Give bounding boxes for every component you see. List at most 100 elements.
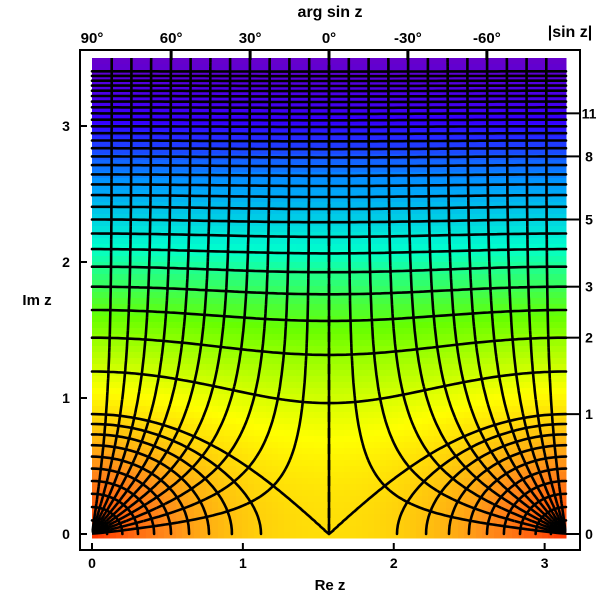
fill-cell xyxy=(554,118,561,125)
fill-cell xyxy=(302,112,309,119)
fill-cell xyxy=(284,178,291,185)
fill-cell xyxy=(458,106,465,113)
fill-cell xyxy=(314,328,321,335)
fill-cell xyxy=(368,418,375,425)
fill-cell xyxy=(476,160,483,167)
fill-cell xyxy=(224,304,231,311)
fill-cell xyxy=(446,370,453,377)
fill-cell xyxy=(218,352,225,359)
fill-cell xyxy=(338,370,345,377)
fill-cell xyxy=(110,178,117,185)
fill-cell xyxy=(392,136,399,143)
fill-cell xyxy=(212,334,219,341)
fill-cell xyxy=(380,142,387,149)
fill-cell xyxy=(278,232,285,239)
fill-cell xyxy=(554,76,561,83)
fill-cell xyxy=(212,160,219,167)
fill-cell xyxy=(410,160,417,167)
fill-cell xyxy=(530,208,537,215)
fill-cell xyxy=(482,100,489,107)
fill-cell xyxy=(224,112,231,119)
fill-cell xyxy=(260,112,267,119)
fill-cell xyxy=(392,202,399,209)
fill-cell xyxy=(194,358,201,365)
fill-cell xyxy=(524,346,531,353)
fill-cell xyxy=(410,202,417,209)
fill-cell xyxy=(350,406,357,413)
fill-cell xyxy=(212,358,219,365)
fill-cell xyxy=(488,346,495,353)
fill-cell xyxy=(416,370,423,377)
fill-cell xyxy=(134,340,141,347)
fill-cell xyxy=(494,136,501,143)
fill-cell xyxy=(146,76,153,83)
fill-cell xyxy=(218,214,225,221)
fill-cell xyxy=(524,316,531,323)
fill-cell xyxy=(296,370,303,377)
fill-cell xyxy=(428,148,435,155)
fill-cell xyxy=(164,358,171,365)
fill-cell xyxy=(152,166,159,173)
fill-cell xyxy=(242,136,249,143)
fill-cell xyxy=(338,238,345,245)
fill-cell xyxy=(452,424,459,431)
fill-cell xyxy=(158,106,165,113)
fill-cell xyxy=(380,244,387,251)
fill-cell xyxy=(386,310,393,317)
fill-cell xyxy=(416,412,423,419)
fill-cell xyxy=(266,406,273,413)
fill-cell xyxy=(236,340,243,347)
fill-cell xyxy=(242,256,249,263)
fill-cell xyxy=(440,406,447,413)
fill-cell xyxy=(368,388,375,395)
fill-cell xyxy=(284,328,291,335)
fill-cell xyxy=(146,322,153,329)
fill-cell xyxy=(92,292,99,299)
fill-cell xyxy=(518,214,525,221)
fill-cell xyxy=(452,226,459,233)
fill-cell xyxy=(104,196,111,203)
fill-cell xyxy=(242,388,249,395)
fill-cell xyxy=(164,334,171,341)
fill-cell xyxy=(134,280,141,287)
fill-cell xyxy=(224,106,231,113)
fill-cell xyxy=(374,106,381,113)
fill-cell xyxy=(224,100,231,107)
fill-cell xyxy=(266,346,273,353)
fill-cell xyxy=(530,406,537,413)
fill-cell xyxy=(290,424,297,431)
fill-cell xyxy=(152,184,159,191)
fill-cell xyxy=(278,286,285,293)
fill-cell xyxy=(542,346,549,353)
fill-cell xyxy=(338,334,345,341)
fill-cell xyxy=(146,364,153,371)
fill-cell xyxy=(380,334,387,341)
fill-cell xyxy=(236,166,243,173)
fill-cell xyxy=(152,262,159,269)
fill-cell xyxy=(548,316,555,323)
fill-cell xyxy=(188,298,195,305)
fill-cell xyxy=(140,286,147,293)
fill-cell xyxy=(440,112,447,119)
fill-cell xyxy=(296,376,303,383)
fill-cell xyxy=(254,244,261,251)
fill-cell xyxy=(260,274,267,281)
fill-cell xyxy=(536,304,543,311)
fill-cell xyxy=(344,226,351,233)
fill-cell xyxy=(500,112,507,119)
fill-cell xyxy=(524,400,531,407)
fill-cell xyxy=(128,394,135,401)
fill-cell xyxy=(296,286,303,293)
fill-cell xyxy=(440,250,447,257)
fill-cell xyxy=(248,298,255,305)
fill-cell xyxy=(494,406,501,413)
fill-cell xyxy=(212,196,219,203)
fill-cell xyxy=(260,256,267,263)
fill-cell xyxy=(290,244,297,251)
fill-cell xyxy=(506,190,513,197)
fill-cell xyxy=(542,286,549,293)
fill-cell xyxy=(320,70,327,77)
fill-cell xyxy=(416,142,423,149)
fill-cell xyxy=(452,214,459,221)
fill-cell xyxy=(296,58,303,65)
